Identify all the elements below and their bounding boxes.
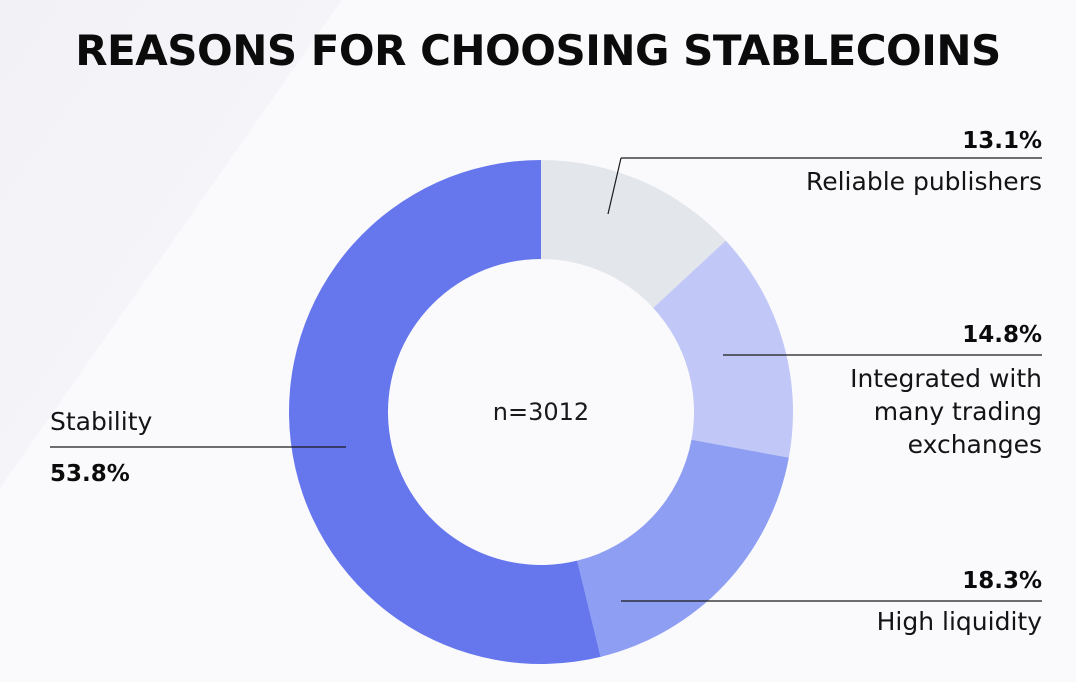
name-label-stability: Stability <box>50 407 153 436</box>
name-label-reliable-publishers: Reliable publishers <box>806 167 1042 196</box>
center-label: n=3012 <box>493 398 589 426</box>
pct-label-high-liquidity: 18.3% <box>962 568 1042 594</box>
pct-label-reliable-publishers: 13.1% <box>962 128 1042 154</box>
donut-slices <box>289 160 794 664</box>
chart-title: REASONS FOR CHOOSING STABLECOINS <box>75 26 1001 75</box>
slice-reliable-publishers <box>541 160 726 308</box>
slice-high-liquidity <box>577 439 789 657</box>
name-label-integrated-with-many-trading-exchanges: exchanges <box>908 430 1042 459</box>
leader-lines <box>50 157 1042 602</box>
slice-labels: 13.1% Reliable publishers 14.8% Integrated … <box>50 128 1042 636</box>
name-label-integrated-with-many-trading-exchanges: many trading <box>874 397 1042 426</box>
name-label-high-liquidity: High liquidity <box>877 607 1043 636</box>
leader-line-reliable-publishers <box>607 157 622 215</box>
pct-label-stability: 53.8% <box>50 461 130 487</box>
slice-stability <box>289 160 601 664</box>
slice-integrated-with-many-trading-exchanges <box>653 240 794 458</box>
name-label-integrated-with-many-trading-exchanges: Integrated with <box>850 364 1042 393</box>
pct-label-integrated-with-many-trading-exchanges: 14.8% <box>962 322 1042 348</box>
